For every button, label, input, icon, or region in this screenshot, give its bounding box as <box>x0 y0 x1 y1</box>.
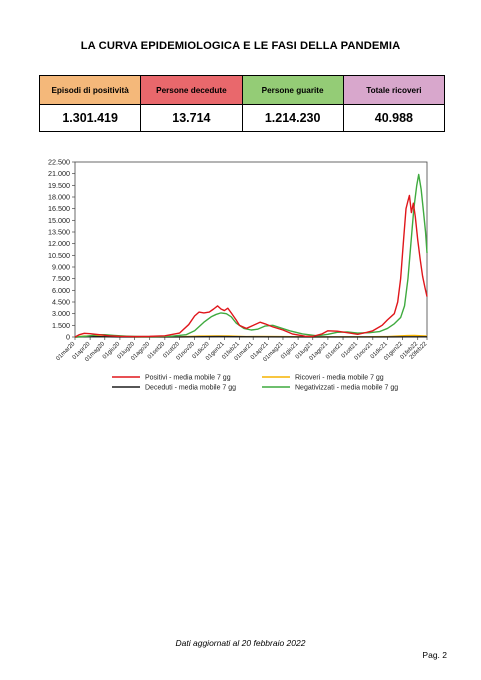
legend-label: Negativizzati - media mobile 7 gg <box>295 385 398 392</box>
y-tick-label: 1.500 <box>52 321 70 330</box>
stats-value-row: 1.301.419 13.714 1.214.230 40.988 <box>38 104 446 132</box>
stat-label-guarite: Persone guarite <box>241 75 344 105</box>
y-tick-label: 16.500 <box>48 204 70 213</box>
y-tick-label: 22.500 <box>48 158 70 167</box>
stat-value-ricoveri: 40.988 <box>342 104 446 132</box>
plot-frame <box>74 161 428 338</box>
stat-label-decedute: Persone decedute <box>140 75 243 105</box>
legend-label: Deceduti - media mobile 7 gg <box>145 385 236 392</box>
legend-label: Positivi - media mobile 7 gg <box>145 375 231 382</box>
series-line-negativizzati <box>74 173 428 338</box>
stat-value-positivita: 1.301.419 <box>38 104 142 132</box>
y-tick-label: 6.000 <box>52 286 70 295</box>
stat-label-ricoveri: Totale ricoveri <box>342 75 446 105</box>
page-title: LA CURVA EPIDEMIOLOGICA E LE FASI DELLA … <box>80 40 401 52</box>
y-tick-label: 21.000 <box>48 169 70 178</box>
y-tick-label: 9.000 <box>52 263 70 272</box>
y-tick-label: 19.500 <box>48 181 70 190</box>
data-update-note: Dati aggiornati al 20 febbraio 2022 <box>175 638 306 648</box>
y-tick-label: 3.000 <box>52 309 70 318</box>
y-tick-label: 0 <box>66 333 70 342</box>
y-tick-label: 4.500 <box>52 298 70 307</box>
stat-value-decedute: 13.714 <box>140 104 243 132</box>
y-tick-label: 7.500 <box>52 274 70 283</box>
stat-value-guarite: 1.214.230 <box>241 104 344 132</box>
page-number: Pag. 2 <box>422 650 447 660</box>
series-line-positivi <box>74 194 428 338</box>
y-tick-label: 12.000 <box>48 239 70 248</box>
stats-table: Episodi di positività Persone decedute P… <box>38 75 446 132</box>
stat-label-positivita: Episodi di positività <box>38 75 142 105</box>
y-tick-label: 10.500 <box>48 251 70 260</box>
y-tick-label: 15.000 <box>48 216 70 225</box>
y-tick-label: 13.500 <box>48 228 70 237</box>
stats-header-row: Episodi di positività Persone decedute P… <box>38 75 446 105</box>
y-tick-label: 18.000 <box>48 193 70 202</box>
legend-label: Ricoveri - media mobile 7 gg <box>295 375 384 382</box>
epidemic-curve-chart: 0 1.500 3.000 4.500 6.000 7.500 9.000 10.500 12.… <box>48 158 429 392</box>
